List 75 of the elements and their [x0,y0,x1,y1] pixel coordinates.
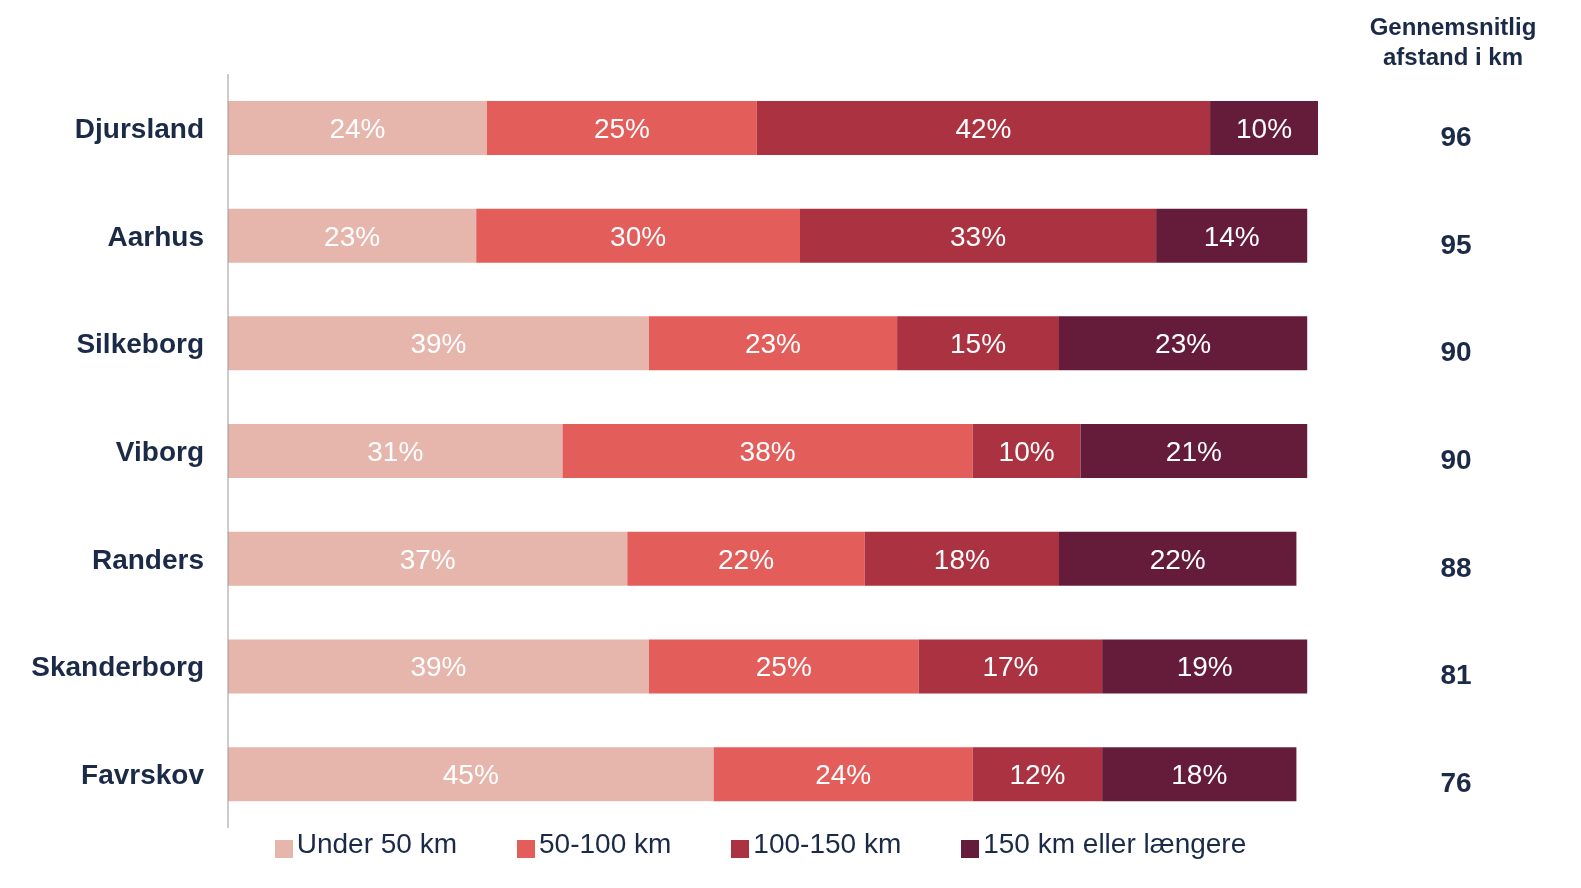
bar [1210,100,1318,155]
bar [228,316,649,371]
text: 88 [1440,551,1472,583]
bar [972,424,1081,479]
bar [1058,531,1297,586]
data-label: 19% [1176,651,1233,683]
text: 76 [1440,767,1472,799]
bar [1102,747,1297,802]
y-tick-label: Aarhus [107,220,204,252]
bar [228,208,477,263]
bar [487,100,757,155]
bar [228,747,714,802]
text: 95 [1440,228,1472,260]
data-label: 15% [950,328,1007,360]
data-label: 12% [1009,759,1066,791]
data-label: 30% [610,220,667,252]
bar [1080,424,1308,479]
bar [648,639,919,694]
bar [228,531,628,586]
y-tick-label: Favrskov [81,759,205,791]
bar [228,639,649,694]
data-label: 10% [1236,112,1293,144]
data-label: 45% [442,759,499,791]
bar [1156,208,1308,263]
bar [648,316,898,371]
data-label: 10% [998,436,1055,468]
data-label: 33% [950,220,1007,252]
data-label: 23% [744,328,802,360]
bar [897,316,1059,371]
text: 90 [1440,443,1472,475]
bar [627,531,865,586]
data-label: 24% [815,759,872,791]
data-label: 18% [933,543,990,575]
data-label: 42% [955,112,1012,144]
data-label: 14% [1203,220,1260,252]
y-tick-label: Silkeborg [76,328,204,360]
bar [713,747,973,802]
text: 90 [1440,336,1472,368]
data-label: 39% [410,328,467,360]
data-label: 38% [739,436,796,468]
data-label: 31% [367,436,424,468]
bar [1058,316,1308,371]
bar [476,208,800,263]
bar [864,531,1059,586]
data-label: 23% [1155,328,1212,360]
data-label: 18% [1171,759,1228,791]
y-tick-label: Randers [91,543,204,575]
data-label: 24% [329,112,386,144]
legend-label: 150 km eller længere [983,828,1247,859]
y-tick-label: Skanderborg [31,651,204,683]
data-label: 25% [593,112,650,144]
data-label: 25% [755,651,812,683]
legend-label: 50-100 km [539,828,672,859]
bar [1102,639,1308,694]
bar [918,639,1103,694]
data-label: 37% [399,543,456,575]
data-label: 23% [324,220,381,252]
bar [756,100,1211,155]
text: 96 [1440,120,1472,152]
data-label: 21% [1165,436,1222,468]
data-label: 22% [1149,543,1206,575]
bar [799,208,1157,263]
data-label: 39% [410,651,467,683]
bar [562,424,973,479]
bar [228,424,563,479]
data-label: 22% [718,543,775,575]
y-tick-label: Djursland [74,112,204,144]
bar [228,100,488,155]
data-label: 17% [982,651,1039,683]
text: Gennemsnitlig afstand i km [1368,12,1538,72]
bar [972,747,1103,802]
legend-label: Under 50 km [296,828,458,859]
legend-label: 100-150 km [753,828,902,859]
text: 81 [1440,659,1472,691]
y-tick-label: Viborg [115,435,204,467]
